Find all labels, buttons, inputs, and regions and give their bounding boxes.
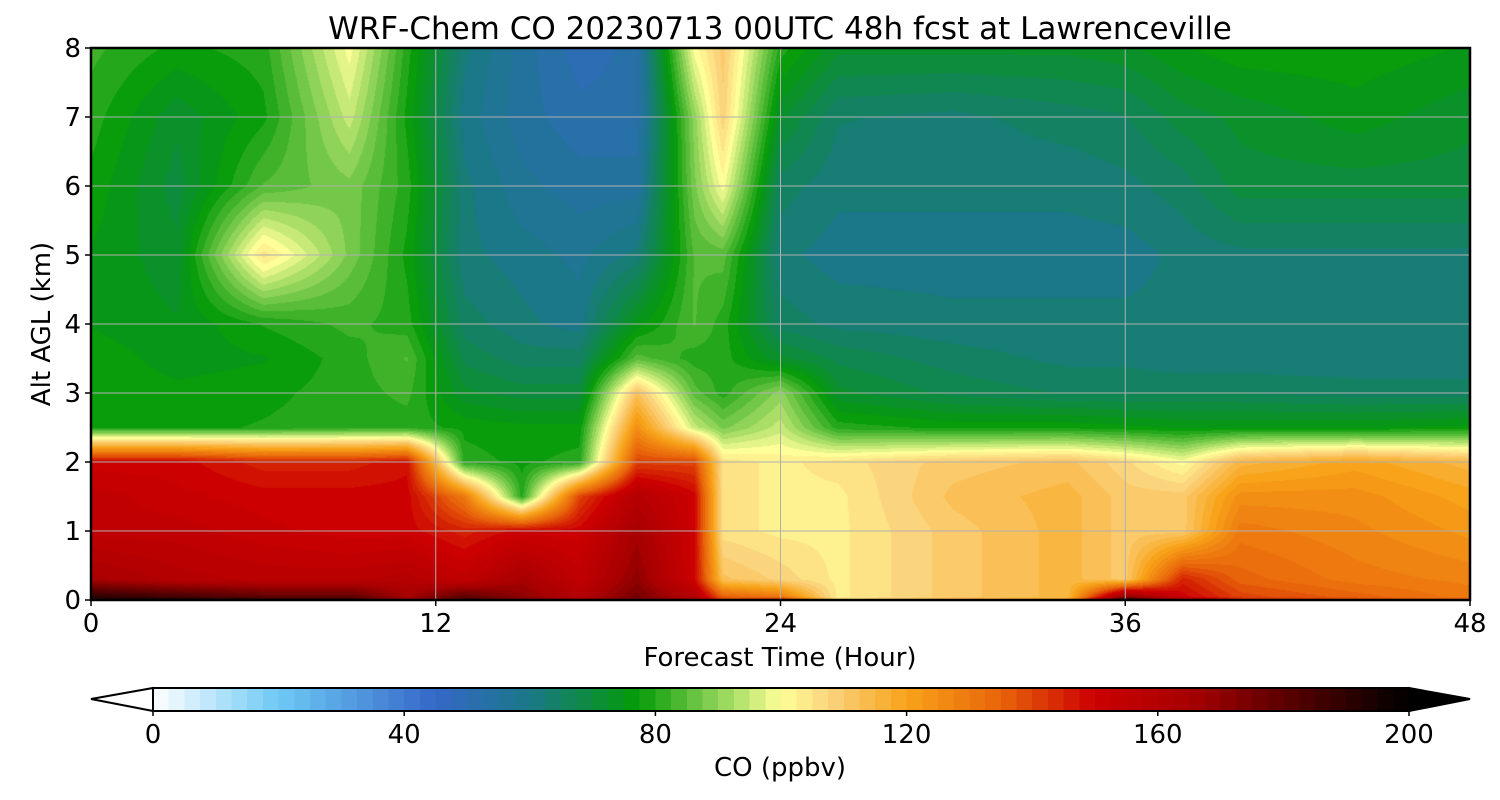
plot-area — [89, 46, 1472, 602]
y-tick-label: 3 — [64, 379, 81, 409]
y-tick-label: 2 — [64, 448, 81, 478]
y-tick-label: 8 — [64, 34, 81, 64]
y-tick-label: 1 — [64, 517, 81, 547]
colorbar: 0 40 80 120 160 200 CO (ppbv) — [90, 686, 1471, 783]
colorbar-tick-label: 40 — [388, 720, 421, 750]
colorbar-under-extension — [90, 686, 154, 713]
x-tick-label: 24 — [764, 609, 797, 639]
colorbar-tick-label: 200 — [1384, 720, 1434, 750]
colorbar-tick-label: 160 — [1133, 720, 1183, 750]
colorbar-label: CO (ppbv) — [714, 753, 846, 783]
colorbar-tick-label: 80 — [639, 720, 672, 750]
x-axis: 0 12 24 36 48 — [83, 600, 1487, 639]
y-tick-label: 0 — [64, 586, 81, 616]
colorbar-tick-label: 0 — [145, 720, 162, 750]
y-tick-label: 5 — [64, 241, 81, 271]
chart-title: WRF-Chem CO 20230713 00UTC 48h fcst at L… — [328, 11, 1232, 47]
y-tick-label: 6 — [64, 172, 81, 202]
colorbar-over-extension — [1408, 686, 1471, 713]
colorbar-tick-label: 120 — [882, 720, 932, 750]
x-axis-label: Forecast Time (Hour) — [643, 643, 916, 673]
y-tick-label: 4 — [64, 310, 81, 340]
colorbar-gradient — [152, 687, 1410, 712]
y-tick-label: 7 — [64, 103, 81, 133]
x-tick-label: 48 — [1453, 609, 1486, 639]
y-axis-label: Alt AGL (km) — [27, 242, 57, 406]
grid-lines — [91, 48, 1470, 600]
y-axis: 0 1 2 3 4 5 6 7 8 — [64, 34, 91, 616]
colorbar-ticks: 0 40 80 120 160 200 — [145, 711, 1434, 750]
x-tick-label: 0 — [83, 609, 100, 639]
x-tick-label: 12 — [419, 609, 452, 639]
x-tick-label: 36 — [1109, 609, 1142, 639]
